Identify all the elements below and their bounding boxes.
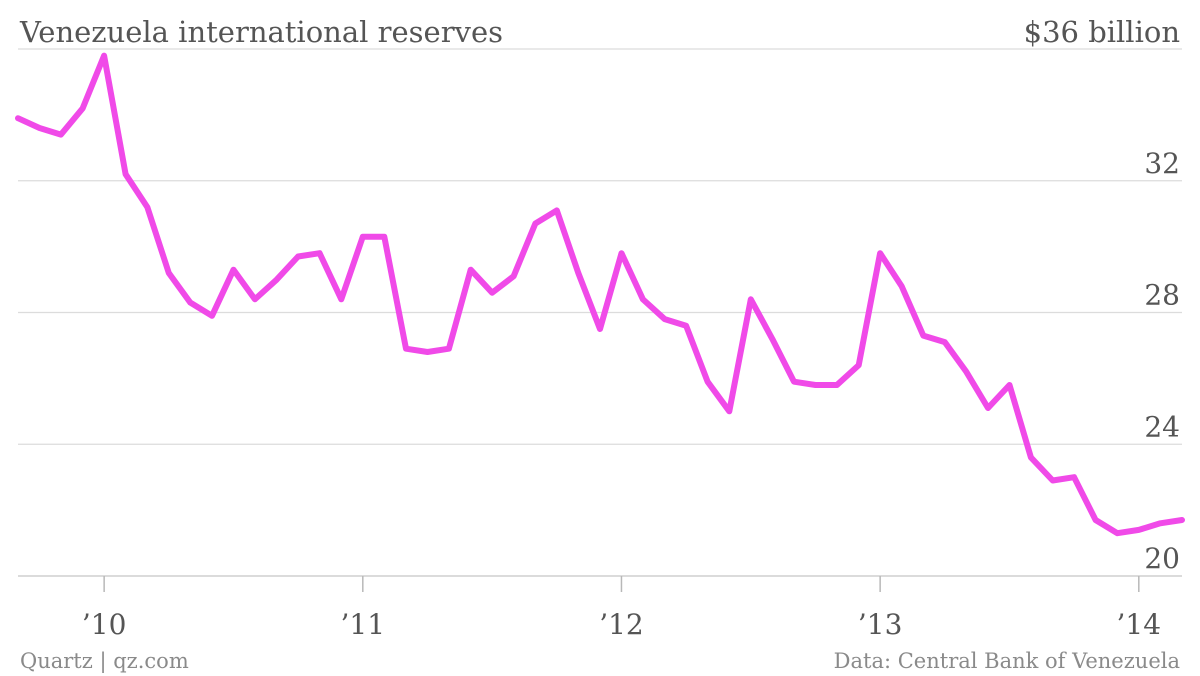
y-tick-label-32: 32 — [1144, 147, 1180, 180]
chart-title: Venezuela international reserves — [19, 15, 503, 49]
y-tick-label-28: 28 — [1144, 279, 1180, 312]
x-tick-label-2: ’12 — [599, 608, 644, 641]
footer-data-credit: Data: Central Bank of Venezuela — [834, 649, 1180, 673]
x-tick-marks — [103, 576, 1140, 592]
y-tick-label-24: 24 — [1144, 410, 1180, 443]
x-tick-label-1: ’11 — [341, 608, 386, 641]
gridlines — [18, 48, 1182, 577]
x-tick-label-3: ’13 — [858, 608, 903, 641]
x-tick-label-4: ’14 — [1117, 608, 1162, 641]
y-unit-label: $36 billion — [1024, 15, 1180, 49]
y-tick-labels: 32 28 24 20 — [1144, 147, 1180, 575]
reserves-series-line — [15, 52, 1185, 537]
footer-source-left[interactable]: Quartz | qz.com — [20, 649, 189, 674]
y-tick-label-20: 20 — [1144, 542, 1180, 575]
x-tick-label-0: ’10 — [82, 608, 127, 641]
x-tick-labels: ’10 ’11 ’12 ’13 ’14 — [82, 608, 1161, 641]
